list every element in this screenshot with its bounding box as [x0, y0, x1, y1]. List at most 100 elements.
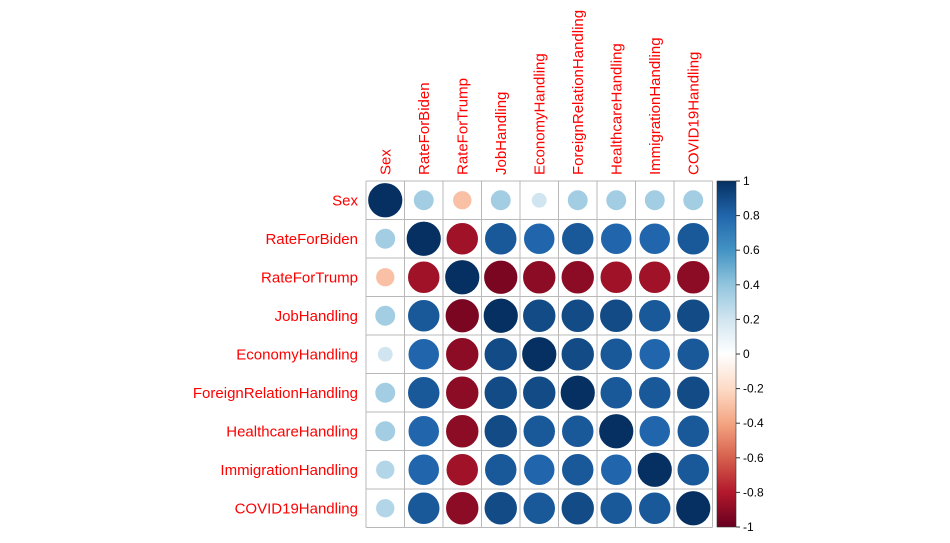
corr-circle-healthcarehandling-sex [374, 420, 397, 443]
corr-circle-immigrationhandling-healthcarehandling [600, 453, 633, 486]
colorbar-tick-label: 0.6 [743, 243, 760, 257]
colorbar-tick-label: -1 [743, 520, 754, 534]
corr-circle-economyhandling-immigrationhandling [638, 338, 671, 371]
colorbar-tick-label: 0.2 [743, 312, 760, 326]
corr-circle-healthcarehandling-economyhandling [522, 414, 556, 448]
corr-circle-jobhandling-economyhandling [522, 298, 557, 333]
row-label-jobhandling: JobHandling [275, 308, 358, 325]
row-label-healthcarehandling: HealthcareHandling [226, 423, 358, 440]
corr-circle-sex-healthcarehandling [605, 189, 628, 212]
corr-circle-sex-rateforbiden [412, 189, 435, 212]
corr-circle-foreignrelationhandling-covid19handling [676, 375, 711, 410]
row-label-economyhandling: EconomyHandling [236, 346, 358, 363]
corr-circle-foreignrelationhandling-immigrationhandling [638, 376, 672, 410]
corr-circle-rateforbiden-foreignrelationhandling [561, 222, 595, 256]
row-label-sex: Sex [332, 192, 358, 209]
corr-circle-economyhandling-ratefortrump [445, 337, 480, 372]
circle-layer [367, 182, 712, 527]
corr-circle-covid19handling-sex [375, 498, 396, 519]
corr-circle-economyhandling-rateforbiden [407, 338, 440, 371]
corr-circle-economyhandling-jobhandling [483, 337, 518, 372]
col-label-jobhandling: JobHandling [493, 92, 510, 175]
colorbar-tick-label: 1 [743, 174, 750, 188]
corr-circle-ratefortrump-ratefortrump [444, 259, 481, 296]
corr-circle-ratefortrump-immigrationhandling [638, 260, 672, 294]
corr-circle-foreignrelationhandling-sex [374, 381, 397, 404]
corr-circle-jobhandling-covid19handling [676, 298, 711, 333]
grid-layer [365, 180, 713, 528]
row-label-ratefortrump: RateForTrump [261, 269, 358, 286]
corr-circle-foreignrelationhandling-foreignrelationhandling [559, 374, 596, 411]
corr-circle-economyhandling-sex [377, 346, 394, 363]
colorbar-tick-label: -0.8 [743, 485, 764, 499]
corr-circle-ratefortrump-rateforbiden [407, 260, 441, 294]
col-label-healthcarehandling: HealthcareHandling [608, 43, 625, 175]
col-label-covid19handling: COVID19Handling [685, 52, 702, 175]
colorbar-tick-label: 0.4 [743, 278, 760, 292]
corr-circle-immigrationhandling-jobhandling [484, 453, 518, 487]
corr-circle-rateforbiden-rateforbiden [405, 220, 442, 257]
colorbar-tick-label: 0 [743, 347, 750, 361]
corr-circle-covid19handling-foreignrelationhandling [560, 491, 595, 526]
corr-circle-sex-immigrationhandling [643, 189, 666, 212]
corr-circle-foreignrelationhandling-economyhandling [522, 375, 557, 410]
corr-circle-foreignrelationhandling-jobhandling [483, 375, 518, 410]
corr-circle-economyhandling-healthcarehandling [599, 337, 633, 371]
corr-circle-healthcarehandling-immigrationhandling [638, 415, 671, 448]
corr-circle-healthcarehandling-healthcarehandling [598, 413, 635, 450]
row-label-immigrationhandling: ImmigrationHandling [220, 462, 358, 479]
corr-circle-jobhandling-healthcarehandling [599, 298, 634, 333]
colorbar-tick-label: -0.2 [743, 382, 764, 396]
corr-circle-covid19handling-jobhandling [483, 491, 518, 526]
corr-circle-covid19handling-economyhandling [522, 491, 556, 525]
corr-circle-foreignrelationhandling-rateforbiden [407, 376, 441, 410]
colorbar: 1 0.8 0.6 0.4 0.2 0 -0.2 -0.4 -0.6 -0.8 -1 [716, 174, 764, 534]
corr-circle-ratefortrump-economyhandling [522, 260, 557, 295]
col-label-sex: Sex [377, 149, 394, 175]
corr-circle-jobhandling-rateforbiden [407, 299, 441, 333]
corr-circle-jobhandling-sex [374, 304, 397, 327]
corr-circle-healthcarehandling-jobhandling [483, 414, 518, 449]
corr-circle-foreignrelationhandling-healthcarehandling [599, 376, 633, 410]
corr-circle-immigrationhandling-sex [375, 459, 396, 480]
corr-circle-jobhandling-ratefortrump [444, 298, 480, 334]
corr-circle-ratefortrump-sex [375, 267, 396, 288]
corr-circle-rateforbiden-economyhandling [523, 222, 556, 255]
corr-circle-rateforbiden-ratefortrump [445, 222, 479, 256]
corr-circle-sex-ratefortrump [452, 190, 473, 211]
corr-circle-sex-foreignrelationhandling [566, 189, 589, 212]
corr-circle-economyhandling-foreignrelationhandling [560, 337, 595, 372]
corr-circle-healthcarehandling-rateforbiden [407, 415, 440, 448]
row-label-covid19handling: COVID19Handling [235, 500, 358, 517]
corr-circle-rateforbiden-covid19handling [676, 222, 710, 256]
corr-circle-covid19handling-immigrationhandling [638, 491, 672, 525]
corr-circle-covid19handling-rateforbiden [407, 491, 441, 525]
corr-circle-jobhandling-foreignrelationhandling [560, 298, 595, 333]
corr-circle-economyhandling-economyhandling [521, 336, 558, 373]
row-label-foreignrelationhandling: ForeignRelationHandling [193, 385, 358, 402]
colorbar-gradient [716, 180, 737, 528]
corr-circle-ratefortrump-covid19handling [676, 260, 711, 295]
corr-circle-rateforbiden-jobhandling [484, 222, 518, 256]
corr-circle-sex-jobhandling [489, 189, 512, 212]
colorbar-tick-label: -0.6 [743, 451, 764, 465]
corr-circle-ratefortrump-healthcarehandling [599, 260, 633, 294]
label-layer: Sex RateForBiden RateForTrump JobHandling Ec… [193, 10, 702, 517]
col-label-foreignrelationhandling: ForeignRelationHandling [570, 10, 587, 175]
corr-circle-jobhandling-jobhandling [482, 297, 519, 334]
col-label-economyhandling: EconomyHandling [531, 53, 548, 175]
corr-circle-immigrationhandling-covid19handling [676, 453, 710, 487]
col-label-immigrationhandling: ImmigrationHandling [647, 37, 664, 175]
corr-circle-covid19handling-covid19handling [675, 490, 712, 527]
corr-circle-immigrationhandling-economyhandling [523, 453, 556, 486]
row-label-rateforbiden: RateForBiden [265, 231, 358, 248]
corr-circle-covid19handling-ratefortrump [445, 491, 480, 526]
corr-circle-rateforbiden-immigrationhandling [638, 222, 671, 255]
corr-circle-immigrationhandling-immigrationhandling [636, 451, 673, 488]
corr-circle-immigrationhandling-ratefortrump [445, 453, 479, 487]
corr-circle-sex-sex [367, 182, 404, 219]
corr-circle-jobhandling-immigrationhandling [638, 299, 672, 333]
corr-circle-immigrationhandling-foreignrelationhandling [561, 453, 595, 487]
